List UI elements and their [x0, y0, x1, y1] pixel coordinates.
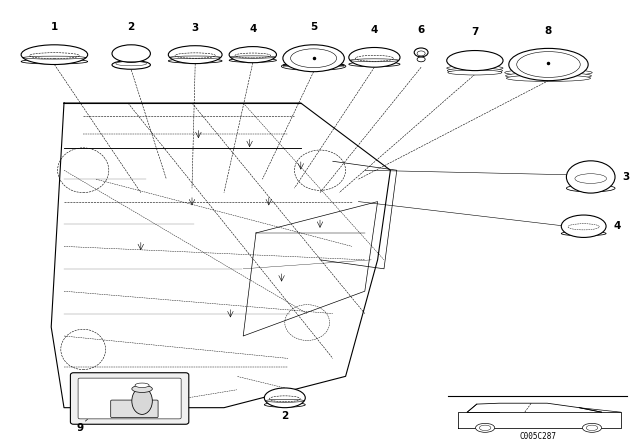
Ellipse shape — [349, 47, 400, 67]
Ellipse shape — [168, 46, 222, 64]
Ellipse shape — [112, 60, 150, 69]
FancyBboxPatch shape — [70, 373, 189, 424]
Ellipse shape — [132, 385, 152, 392]
Text: 3: 3 — [191, 23, 199, 33]
Text: 2: 2 — [127, 22, 135, 32]
Ellipse shape — [112, 45, 150, 62]
Ellipse shape — [21, 45, 88, 65]
Ellipse shape — [283, 45, 344, 72]
Ellipse shape — [417, 57, 425, 62]
Text: 1: 1 — [51, 22, 58, 32]
FancyBboxPatch shape — [78, 378, 181, 419]
Text: 2: 2 — [281, 411, 289, 421]
Text: 8: 8 — [545, 26, 552, 36]
Ellipse shape — [566, 185, 615, 192]
Ellipse shape — [582, 423, 602, 432]
Text: 4: 4 — [371, 25, 378, 35]
Text: 4: 4 — [249, 24, 257, 34]
Ellipse shape — [506, 75, 591, 82]
Ellipse shape — [447, 68, 502, 73]
Ellipse shape — [349, 62, 400, 67]
Ellipse shape — [447, 65, 503, 71]
Ellipse shape — [561, 231, 606, 236]
Ellipse shape — [264, 388, 305, 408]
Text: 9: 9 — [76, 423, 84, 433]
Ellipse shape — [561, 215, 606, 237]
Text: 3: 3 — [623, 172, 630, 182]
Text: 6: 6 — [417, 25, 425, 35]
Ellipse shape — [229, 58, 276, 62]
Text: 4: 4 — [614, 221, 621, 231]
Ellipse shape — [505, 69, 592, 76]
Ellipse shape — [414, 48, 428, 57]
Ellipse shape — [476, 423, 495, 432]
Ellipse shape — [509, 48, 588, 81]
Text: 7: 7 — [471, 27, 479, 37]
Text: 5: 5 — [310, 22, 317, 32]
Ellipse shape — [135, 383, 149, 388]
Ellipse shape — [229, 47, 276, 63]
Text: C005C287: C005C287 — [519, 432, 556, 441]
Ellipse shape — [282, 62, 346, 70]
Ellipse shape — [264, 402, 305, 407]
Ellipse shape — [566, 161, 615, 193]
Ellipse shape — [132, 388, 152, 414]
Ellipse shape — [506, 73, 591, 79]
Ellipse shape — [448, 70, 502, 75]
Ellipse shape — [447, 51, 503, 71]
Ellipse shape — [21, 59, 88, 64]
Ellipse shape — [168, 59, 222, 63]
FancyBboxPatch shape — [111, 400, 158, 418]
